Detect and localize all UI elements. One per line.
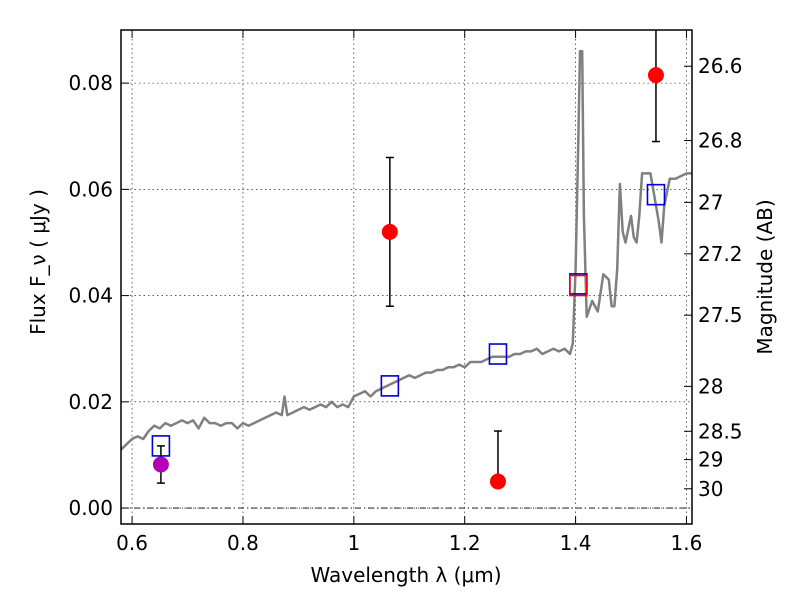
model-flux-square	[569, 274, 588, 297]
y2-tick-label: 28.5	[698, 419, 743, 443]
y2-tick-label: 30	[698, 477, 723, 501]
y2-tick-label: 29	[698, 448, 723, 472]
x-tick-label: 1.6	[671, 531, 703, 555]
data-point	[489, 473, 506, 490]
x-axis-label: Wavelength λ (μm)	[310, 563, 501, 587]
axes-layer: 0.6 0.8 1 1.2 1.4 1.6 0.00 0.02 0.04 0.06 0.08 26.6…	[68, 30, 743, 555]
data-point	[152, 456, 169, 473]
plot-frame	[120, 29, 693, 525]
y-tick-label: 0.08	[68, 71, 113, 95]
x-tick-label: 1.4	[560, 531, 592, 555]
x-tick-label: 1	[347, 531, 360, 555]
y-axis-label: Flux F_ν ( μJy )	[26, 189, 50, 335]
model-flux-square	[569, 273, 588, 295]
x-tick-label: 1.2	[449, 531, 481, 555]
y2-tick-label: 28	[698, 374, 723, 398]
y-tick-label: 0.00	[68, 496, 113, 520]
y2-tick-label: 27.2	[698, 242, 743, 266]
y2-tick-label: 26.8	[698, 129, 743, 153]
y2-tick-label: 27.5	[698, 303, 743, 327]
y-tick-label: 0.02	[68, 390, 113, 414]
y2-tick-label: 26.6	[698, 54, 743, 78]
data-point	[381, 223, 398, 240]
model-flux-square	[151, 435, 171, 457]
model-spectrum-line	[120, 49, 692, 451]
y2-axis-label: Magnitude (AB)	[753, 199, 777, 354]
y-tick-label: 0.06	[68, 177, 113, 201]
model-flux-square	[488, 343, 508, 365]
x-tick-label: 0.8	[227, 531, 259, 555]
data-layer	[120, 30, 692, 490]
model-flux-square	[646, 183, 666, 206]
x-tick-label: 0.6	[116, 531, 148, 555]
data-point	[647, 67, 664, 84]
grid-layer	[121, 30, 692, 524]
model-flux-square	[380, 375, 400, 397]
y2-tick-label: 27	[698, 190, 723, 214]
y-tick-label: 0.04	[68, 284, 113, 308]
